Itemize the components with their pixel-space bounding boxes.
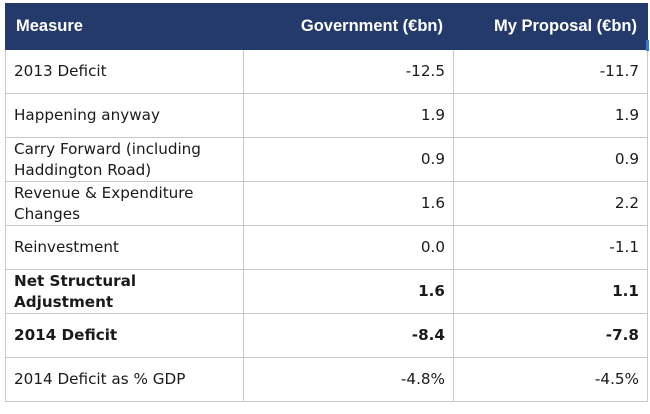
row-measure: Revenue & Expenditure Changes: [5, 181, 244, 226]
row-proposal-value: -1.1: [453, 225, 648, 270]
row-government-value: 1.6: [243, 269, 454, 314]
header-row: Measure Government (€bn) My Proposal (€b…: [5, 3, 648, 50]
row-proposal-value: -4.5%: [453, 357, 648, 402]
row-measure: Net Structural Adjustment: [5, 269, 244, 314]
row-proposal-value: 1.9: [453, 93, 648, 138]
row-measure: 2014 Deficit as % GDP: [5, 357, 244, 402]
row-government-value: 1.9: [243, 93, 454, 138]
row-government-value: -4.8%: [243, 357, 454, 402]
row-proposal-value: -7.8: [453, 313, 648, 358]
header-my-proposal: My Proposal (€bn): [453, 3, 648, 50]
row-government-value: -12.5: [243, 49, 454, 94]
row-proposal-value: 0.9: [453, 137, 648, 182]
row-measure: Carry Forward (including Haddington Road…: [5, 137, 244, 182]
table-row: Happening anyway 1.9 1.9: [5, 93, 648, 138]
row-government-value: 0.9: [243, 137, 454, 182]
row-measure: 2013 Deficit: [5, 49, 244, 94]
budget-comparison-table: Measure Government (€bn) My Proposal (€b…: [5, 3, 648, 402]
table-row: 2014 Deficit -8.4 -7.8: [5, 313, 648, 358]
table-header: Measure Government (€bn) My Proposal (€b…: [5, 3, 648, 50]
row-measure: Happening anyway: [5, 93, 244, 138]
table-row: 2014 Deficit as % GDP -4.8% -4.5%: [5, 357, 648, 402]
table-row: Reinvestment 0.0 -1.1: [5, 225, 648, 270]
table-row: Revenue & Expenditure Changes 1.6 2.2: [5, 181, 648, 226]
row-proposal-value: -11.7: [453, 49, 648, 94]
row-government-value: -8.4: [243, 313, 454, 358]
row-measure: Reinvestment: [5, 225, 244, 270]
table-row: Carry Forward (including Haddington Road…: [5, 137, 648, 182]
row-proposal-value: 2.2: [453, 181, 648, 226]
row-government-value: 0.0: [243, 225, 454, 270]
row-measure: 2014 Deficit: [5, 313, 244, 358]
table-row: 2013 Deficit -12.5 -11.7: [5, 49, 648, 94]
resize-handle-marker: [646, 40, 649, 51]
table-body: 2013 Deficit -12.5 -11.7 Happening anywa…: [5, 49, 648, 402]
row-proposal-value: 1.1: [453, 269, 648, 314]
row-government-value: 1.6: [243, 181, 454, 226]
header-measure: Measure: [5, 3, 244, 50]
table-row: Net Structural Adjustment 1.6 1.1: [5, 269, 648, 314]
header-government: Government (€bn): [243, 3, 454, 50]
